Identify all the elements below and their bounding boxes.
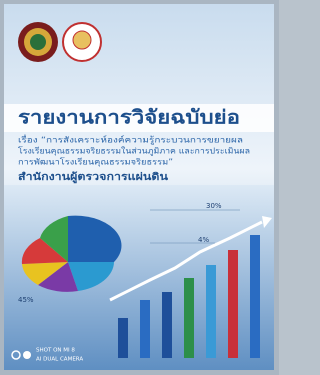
- logo: [30, 34, 46, 50]
- watermark-line: SHOT ON MI 8: [36, 348, 75, 354]
- watermark-line: AI DUAL CAMERA: [36, 357, 83, 363]
- deco-bar: [250, 235, 260, 358]
- title: รายงานการวิจัยฉบับย่อ: [18, 107, 240, 129]
- deco-bar: [228, 250, 238, 358]
- deco-bar: [162, 292, 172, 358]
- photo: รายงานการวิจัยฉบับย่อ เรื่อง “การสังเครา…: [0, 0, 279, 375]
- watermark-icon: [23, 351, 31, 359]
- chart-label: 30%: [206, 202, 222, 210]
- subject-line: เรื่อง “การสังเคราะห์องค์ความรู้กระบวนกา…: [18, 134, 243, 146]
- deco-bar: [118, 318, 128, 358]
- logo: [73, 31, 91, 49]
- deco-bar: [140, 300, 150, 358]
- chart-label: 45%: [18, 296, 34, 304]
- page: รายงานการวิจัยฉบับย่อ เรื่อง “การสังเครา…: [0, 0, 279, 375]
- subject-line: โรงเรียนคุณธรรมจริยธรรมในส่วนภูมิภาค และ…: [18, 146, 250, 157]
- deco-bar: [184, 278, 194, 358]
- subject-line: การพัฒนาโรงเรียนคุณธรรมจริยธรรม”: [18, 157, 173, 167]
- agency: สำนักงานผู้ตรวจการแผ่นดิน: [18, 171, 168, 184]
- deco-bar: [206, 265, 216, 358]
- chart-label: 4%: [198, 236, 209, 244]
